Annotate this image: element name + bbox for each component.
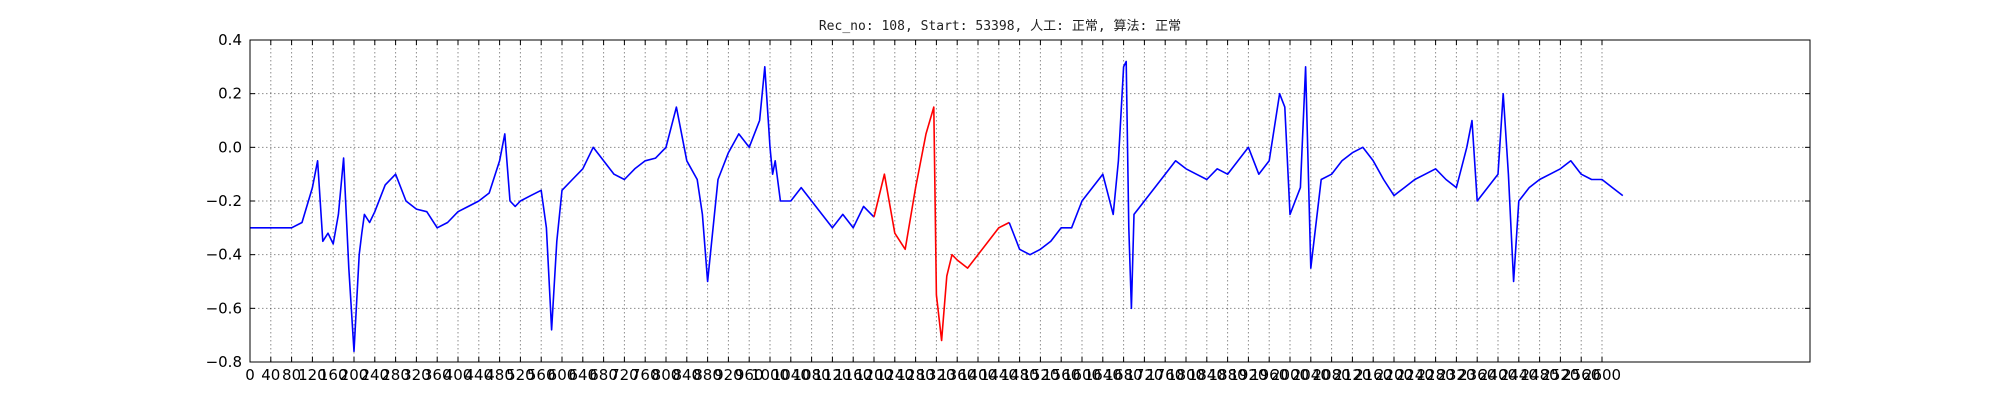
x-tick-label: 520	[506, 366, 535, 384]
x-tick-label: 2400	[1479, 366, 1517, 384]
series-line-2	[873, 106, 1010, 342]
x-tick-label: 2200	[1375, 366, 1413, 384]
x-tick-label: 1800	[1167, 366, 1205, 384]
chart-title: Rec_no: 108, Start: 53398, 人工: 正常, 算法: 正…	[819, 19, 1181, 34]
y-tick-label: 0.2	[218, 85, 242, 103]
x-tick-label: 1240	[876, 366, 914, 384]
x-tick-label: 880	[693, 366, 722, 384]
x-tick-label: 1360	[938, 366, 976, 384]
x-tick-label: 360	[423, 366, 452, 384]
x-tick-label: 2160	[1354, 366, 1392, 384]
y-tick-label: 0.0	[218, 138, 242, 156]
x-tick-label: 2480	[1521, 366, 1559, 384]
x-tick-label: 680	[589, 366, 618, 384]
y-tick-label: 0.4	[218, 31, 242, 49]
y-axis: −0.8 −0.6 −0.4 −0.2 0.0 0.2 0.4	[206, 31, 1810, 371]
x-tick-label: 1160	[834, 366, 872, 384]
x-tick-label: 2440	[1500, 366, 1538, 384]
x-tick-label: 200	[340, 366, 369, 384]
x-tick-label: 1400	[959, 366, 997, 384]
series-line-1	[250, 66, 875, 353]
x-tick-label: 720	[610, 366, 639, 384]
y-tick-label: −0.2	[206, 192, 242, 210]
x-tick-label: 440	[464, 366, 493, 384]
x-tick-label: 760	[631, 366, 660, 384]
x-tick-label: 1000	[751, 366, 789, 384]
x-tick-label: 1440	[980, 366, 1018, 384]
x-tick-label: 1920	[1229, 366, 1267, 384]
x-tick-label: 800	[652, 366, 681, 384]
x-tick-label: 1280	[897, 366, 935, 384]
x-tick-label: 1960	[1250, 366, 1288, 384]
x-tick-label: 2080	[1313, 366, 1351, 384]
x-tick-label: 1080	[793, 366, 831, 384]
x-tick-label: 0	[245, 366, 255, 384]
x-tick-label: 1520	[1021, 366, 1059, 384]
x-tick-label: 1880	[1209, 366, 1247, 384]
x-tick-label: 80	[282, 366, 301, 384]
series-layer	[250, 60, 1624, 353]
x-tick-label: 2000	[1271, 366, 1309, 384]
x-tick-label: 40	[261, 366, 280, 384]
x-tick-label: 1680	[1105, 366, 1143, 384]
x-tick-label: 1480	[1001, 366, 1039, 384]
x-tick-label: 400	[444, 366, 473, 384]
y-tick-label: −0.8	[206, 353, 242, 371]
x-tick-label: 240	[360, 366, 389, 384]
x-tick-label: 2240	[1396, 366, 1434, 384]
x-tick-label: 2560	[1562, 366, 1600, 384]
x-tick-label: 2600	[1583, 366, 1621, 384]
x-tick-label: 2520	[1541, 366, 1579, 384]
x-tick-label: 160	[319, 366, 348, 384]
x-tick-label: 560	[527, 366, 556, 384]
x-tick-label: 640	[568, 366, 597, 384]
x-tick-label: 2280	[1417, 366, 1455, 384]
x-tick-label: 2360	[1458, 366, 1496, 384]
x-tick-label: 920	[714, 366, 743, 384]
x-tick-label: 2320	[1437, 366, 1475, 384]
x-tick-label: 600	[548, 366, 577, 384]
series-line-3	[1008, 60, 1624, 310]
grid-lines	[250, 40, 1810, 362]
x-tick-label: 280	[381, 366, 410, 384]
x-tick-label: 1320	[917, 366, 955, 384]
x-tick-label: 1040	[772, 366, 810, 384]
x-tick-label: 1760	[1146, 366, 1184, 384]
x-axis: 0 40 8012016020024028032036040044048052056…	[245, 40, 1621, 384]
x-tick-label: 320	[402, 366, 431, 384]
y-tick-label: −0.6	[206, 299, 242, 317]
x-tick-label: 480	[485, 366, 514, 384]
x-tick-label: 1120	[813, 366, 851, 384]
x-tick-label: 1200	[855, 366, 893, 384]
x-tick-label: 1640	[1084, 366, 1122, 384]
x-tick-label: 1560	[1042, 366, 1080, 384]
x-tick-label: 2120	[1333, 366, 1371, 384]
x-tick-label: 1720	[1125, 366, 1163, 384]
x-tick-label: 1840	[1188, 366, 1226, 384]
y-tick-label: −0.4	[206, 246, 242, 264]
x-tick-label: 1600	[1063, 366, 1101, 384]
x-tick-label: 960	[735, 366, 764, 384]
x-tick-label: 2040	[1292, 366, 1330, 384]
x-tick-label: 840	[672, 366, 701, 384]
x-tick-label: 120	[298, 366, 327, 384]
